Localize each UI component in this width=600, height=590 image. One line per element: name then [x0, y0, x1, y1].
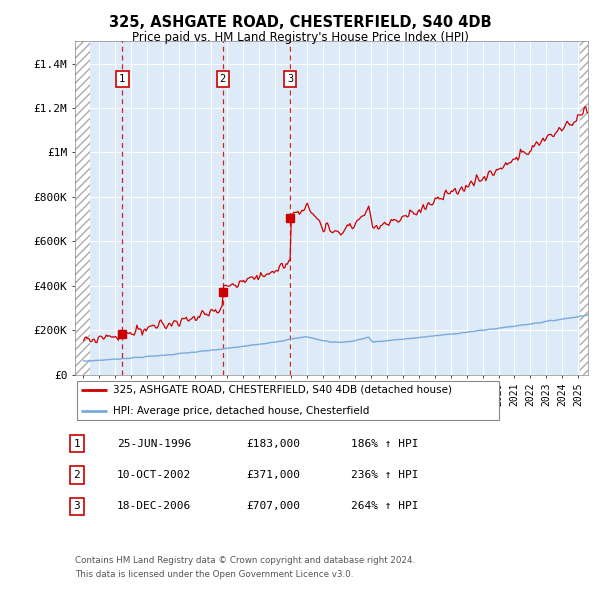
FancyBboxPatch shape	[77, 381, 499, 420]
Text: 186% ↑ HPI: 186% ↑ HPI	[351, 439, 419, 448]
Text: 2: 2	[220, 74, 226, 84]
Text: This data is licensed under the Open Government Licence v3.0.: This data is licensed under the Open Gov…	[75, 571, 353, 579]
Text: Contains HM Land Registry data © Crown copyright and database right 2024.: Contains HM Land Registry data © Crown c…	[75, 556, 415, 565]
Text: 3: 3	[73, 502, 80, 511]
Bar	[580, 41, 588, 375]
Text: HPI: Average price, detached house, Chesterfield: HPI: Average price, detached house, Ches…	[113, 407, 370, 416]
Text: 10-OCT-2002: 10-OCT-2002	[117, 470, 191, 480]
Text: £183,000: £183,000	[246, 439, 300, 448]
Text: 264% ↑ HPI: 264% ↑ HPI	[351, 502, 419, 511]
Text: 236% ↑ HPI: 236% ↑ HPI	[351, 470, 419, 480]
Text: 3: 3	[287, 74, 293, 84]
Text: Price paid vs. HM Land Registry's House Price Index (HPI): Price paid vs. HM Land Registry's House …	[131, 31, 469, 44]
Text: £371,000: £371,000	[246, 470, 300, 480]
Bar	[75, 41, 90, 375]
Text: 18-DEC-2006: 18-DEC-2006	[117, 502, 191, 511]
Text: £707,000: £707,000	[246, 502, 300, 511]
Text: 325, ASHGATE ROAD, CHESTERFIELD, S40 4DB (detached house): 325, ASHGATE ROAD, CHESTERFIELD, S40 4DB…	[113, 385, 452, 395]
Text: 25-JUN-1996: 25-JUN-1996	[117, 439, 191, 448]
Text: 1: 1	[119, 74, 125, 84]
Text: 1: 1	[73, 439, 80, 448]
Text: 2: 2	[73, 470, 80, 480]
Text: 325, ASHGATE ROAD, CHESTERFIELD, S40 4DB: 325, ASHGATE ROAD, CHESTERFIELD, S40 4DB	[109, 15, 491, 30]
